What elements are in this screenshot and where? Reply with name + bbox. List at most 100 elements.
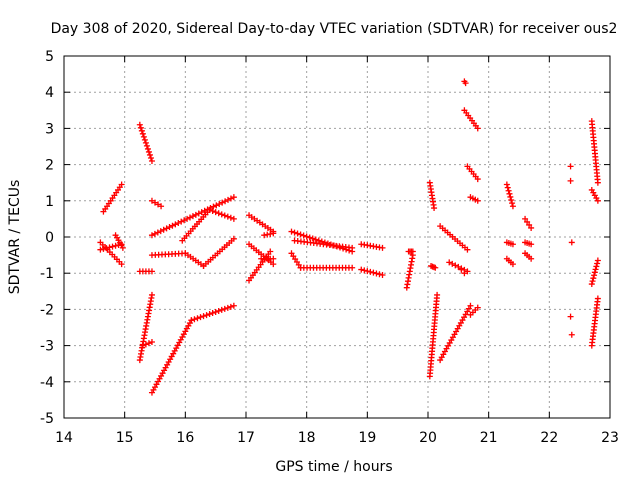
data-point (139, 342, 146, 349)
data-point (166, 224, 173, 231)
data-point (462, 80, 469, 87)
data-point (434, 291, 441, 298)
x-tick-label: 22 (540, 430, 558, 446)
y-tick-label: -4 (40, 375, 54, 391)
data-point (309, 235, 316, 242)
data-point (148, 291, 155, 298)
data-point (294, 230, 301, 237)
data-point (270, 255, 277, 262)
data-point (270, 261, 277, 268)
data-point (297, 231, 304, 238)
grid (64, 56, 610, 418)
data-point (567, 163, 574, 170)
data-point (160, 226, 167, 233)
data-point (379, 272, 386, 279)
data-point (508, 197, 515, 204)
data-point (222, 198, 229, 205)
data-point (504, 184, 511, 191)
data-point (567, 177, 574, 184)
data-point (522, 215, 529, 222)
data-point (593, 263, 600, 270)
y-tick-label: 1 (45, 194, 54, 210)
data-points (97, 78, 601, 396)
data-point (147, 154, 154, 161)
data-point (189, 213, 196, 220)
x-tick-label: 14 (55, 430, 73, 446)
data-point (158, 203, 165, 210)
data-point (145, 148, 152, 155)
data-point (224, 213, 231, 220)
data-point (155, 201, 162, 208)
y-tick-label: 2 (45, 158, 54, 174)
data-point (192, 211, 199, 218)
data-point (509, 261, 516, 268)
data-point (209, 310, 216, 317)
y-tick-label: 0 (45, 230, 54, 246)
data-point (567, 313, 574, 320)
data-point (431, 205, 438, 212)
data-point (157, 228, 164, 235)
data-point (212, 209, 219, 216)
data-point (118, 181, 125, 188)
data-point (509, 241, 516, 248)
data-point (230, 215, 237, 222)
data-point (528, 255, 535, 262)
data-point (143, 142, 150, 149)
data-point (590, 275, 597, 282)
data-point (224, 304, 231, 311)
data-point (373, 270, 380, 277)
data-point (227, 195, 234, 202)
data-point (215, 210, 222, 217)
data-point (349, 264, 356, 271)
y-tick-label: -3 (40, 339, 54, 355)
chart-title: Day 308 of 2020, Sidereal Day-to-day VTE… (51, 21, 618, 37)
data-point (291, 229, 298, 236)
data-point (528, 224, 535, 231)
data-point (349, 244, 356, 251)
data-point (303, 233, 310, 240)
y-tick-label: -2 (40, 302, 54, 318)
x-axis-label: GPS time / hours (275, 459, 392, 475)
data-point (455, 263, 462, 270)
data-point (103, 245, 110, 252)
data-point (370, 269, 377, 276)
x-tick-label: 21 (480, 430, 498, 446)
data-point (136, 121, 143, 128)
data-point (152, 199, 158, 206)
data-point (528, 241, 535, 248)
x-tick-label: 15 (116, 430, 134, 446)
data-point (109, 243, 116, 250)
data-point (446, 259, 453, 266)
data-point (145, 340, 152, 347)
data-point (589, 278, 596, 285)
data-point (449, 260, 456, 267)
data-point (139, 130, 146, 137)
data-point (379, 244, 386, 251)
data-point (509, 200, 516, 207)
data-point (464, 268, 471, 275)
data-point (212, 308, 219, 315)
data-point (142, 139, 149, 146)
data-point (358, 266, 365, 273)
data-point (591, 272, 598, 279)
data-point (137, 124, 144, 131)
data-point (227, 303, 234, 310)
data-point (206, 206, 213, 213)
x-tick-label: 20 (419, 430, 437, 446)
data-point (191, 316, 198, 323)
data-point (118, 261, 125, 268)
data-point (112, 242, 119, 249)
data-point (146, 151, 153, 158)
data-point (288, 228, 295, 235)
data-point (172, 221, 179, 228)
data-point (200, 313, 207, 320)
data-point (376, 271, 383, 278)
data-point (267, 248, 274, 255)
data-point (364, 268, 371, 275)
data-point (163, 225, 170, 232)
data-point (203, 312, 210, 319)
data-point (594, 197, 601, 204)
data-point (106, 244, 113, 251)
